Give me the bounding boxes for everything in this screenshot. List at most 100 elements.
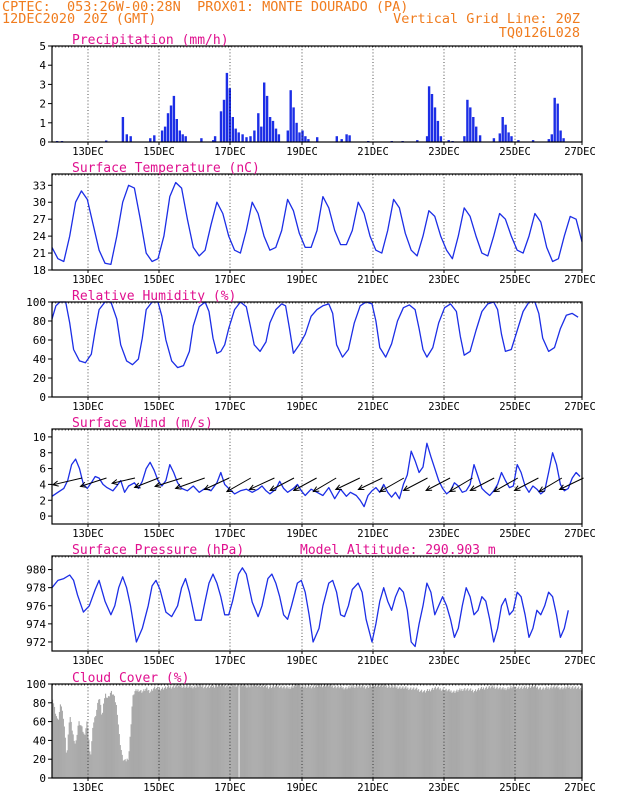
x-tick-label: 23DEC (428, 146, 460, 158)
cloud-bar (79, 725, 81, 778)
cloud-bar (138, 691, 140, 778)
cloud-bar (520, 687, 522, 778)
precip-bar (172, 95, 176, 142)
cloud-bar (128, 751, 130, 778)
cloud-bar (191, 686, 193, 778)
cloud-bar (449, 691, 451, 778)
cloud-bar (285, 687, 287, 778)
cloud-bar (90, 754, 92, 778)
cloud-bar (184, 687, 186, 778)
cloud-bar (318, 684, 321, 778)
cloud-bar (87, 727, 89, 778)
precip-bar (425, 136, 429, 142)
cloud-bar (384, 686, 386, 778)
humidity-title: Relative Humidity (%) (72, 289, 236, 304)
cloud-bar (574, 687, 576, 778)
precip-bar (181, 134, 184, 142)
cloud-bar (222, 686, 224, 778)
wind-vector-head (425, 485, 433, 492)
precip-bar (163, 126, 167, 142)
cloud-bar (208, 685, 210, 778)
panel-temperature: 18 21 24 27 30 33 13DEC 15DEC 17DEC 19DEC 21DEC 23D… (33, 161, 596, 286)
cloud-bar (337, 685, 339, 778)
wind-vector-head (334, 484, 342, 490)
cloud-bar (126, 758, 128, 778)
wind-vector (154, 477, 183, 487)
precip-bar (553, 97, 556, 142)
cloud-bar (101, 714, 103, 778)
cloud-bar (375, 686, 378, 778)
wind-vector-head (154, 481, 162, 488)
y-tick-label: 2 (39, 494, 46, 507)
x-tick-label: 13DEC (72, 655, 104, 667)
y-tick-label: 40 (33, 353, 46, 366)
cloud-bar (105, 697, 108, 778)
cloud-bar (71, 730, 73, 778)
cloud-bar (346, 689, 348, 778)
cloud-bar (117, 724, 119, 778)
precip-bar (265, 95, 269, 142)
cloud-bar (115, 704, 117, 778)
cloud-bar (261, 685, 263, 778)
cloud-bar (176, 687, 178, 778)
cloud-bar (129, 736, 131, 778)
wind-vector-head (174, 483, 182, 490)
y-tick-label: 60 (33, 716, 46, 729)
cloud-bar (279, 686, 281, 778)
precip-bar (200, 138, 203, 142)
cloud-bar (407, 687, 409, 778)
wind-frame (51, 428, 583, 525)
cloud-bar (88, 739, 90, 778)
cloud-bar (309, 687, 311, 778)
temperature-y-axis: 18 21 24 27 30 33 (33, 179, 52, 277)
wind-vector (134, 477, 159, 488)
precip-bar (501, 117, 504, 142)
precip-bar (257, 113, 260, 142)
precip-bar (507, 132, 510, 142)
cloud-bar (157, 686, 159, 778)
y-tick-label: 5 (39, 40, 46, 53)
precip-bar (335, 136, 338, 142)
cloud-bar (61, 710, 63, 778)
cloud-bar (286, 686, 288, 778)
cloud-bar (120, 749, 122, 778)
cloud-bar (327, 686, 329, 778)
wind-vector-head (292, 485, 300, 492)
cloud-bar (462, 691, 464, 778)
cloud-bar (422, 692, 424, 778)
x-tick-label: 15DEC (143, 274, 175, 286)
cloud-bar (72, 734, 74, 778)
cloud-bar (542, 687, 544, 778)
cloud-bar (281, 688, 283, 778)
cloud-bar (219, 686, 221, 778)
cloud-bar (231, 685, 233, 778)
cloud-bar (305, 685, 307, 778)
wind-vector-head (357, 484, 365, 490)
wind-vector (470, 477, 495, 491)
cloud-bar (246, 687, 248, 778)
cloud-bar (421, 689, 423, 778)
cloud-bar (342, 686, 344, 778)
cloud-bar (431, 687, 433, 778)
cloud-bar (330, 686, 332, 778)
precipitation-x-axis: 13DEC 15DEC 17DEC 19DEC 21DEC 23DEC 25DEC 27DEC (72, 142, 596, 158)
precipitation-y-axis: 0 1 2 3 4 5 (39, 40, 52, 149)
y-tick-label: 4 (39, 59, 46, 72)
cloud-bar (54, 713, 57, 778)
cloud-bar (493, 686, 495, 778)
cloud-bar (323, 684, 325, 778)
cloud-bar (351, 685, 353, 778)
cloud-bar (183, 685, 185, 778)
cloud-bar (409, 688, 411, 778)
wind-vector (425, 477, 451, 491)
cloud-bar (531, 684, 534, 778)
precip-bar (121, 117, 125, 142)
cloud-bar (321, 687, 324, 778)
cloud-bar (233, 686, 235, 778)
cloud-bar (385, 685, 387, 778)
cloud-bar (244, 686, 246, 778)
cloud-bar (150, 691, 152, 778)
cloud-bar (388, 685, 390, 778)
x-tick-label: 17DEC (214, 146, 246, 158)
cloud-bar (543, 689, 545, 778)
